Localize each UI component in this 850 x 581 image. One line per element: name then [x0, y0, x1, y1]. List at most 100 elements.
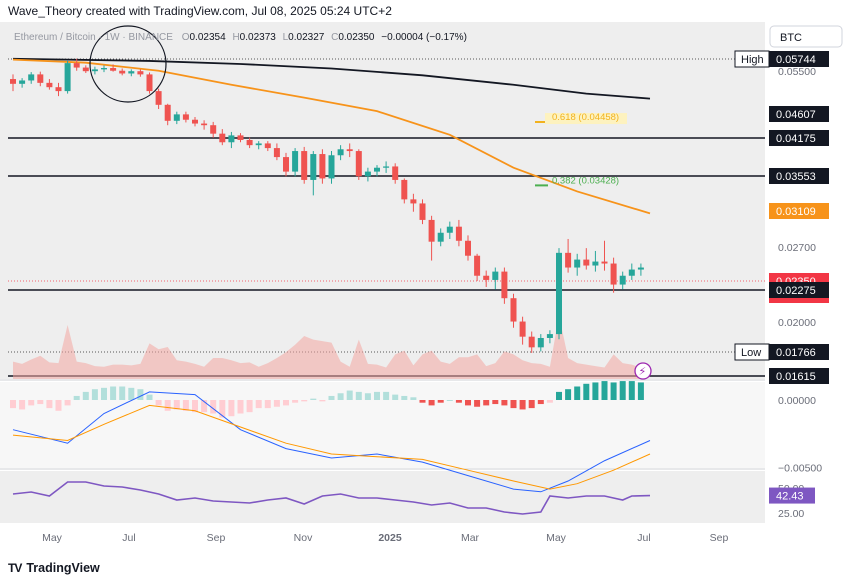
macd-histogram-bar: [455, 400, 462, 403]
candle: [374, 165, 380, 177]
candle-body: [28, 74, 35, 81]
macd-histogram-bar: [419, 400, 426, 403]
x-tick-label: 2025: [378, 532, 402, 544]
candle: [55, 82, 62, 97]
candle-body: [255, 143, 262, 146]
candle: [601, 240, 608, 271]
legend-low: 0.02327: [288, 32, 325, 43]
alert-icon[interactable]: ⚡: [634, 362, 652, 380]
candle-body: [283, 157, 289, 172]
price-label-box: [769, 106, 829, 122]
candle-body: [173, 114, 180, 121]
macd-histogram-bar: [474, 400, 481, 407]
rsi-line: [12, 481, 651, 515]
macd-histogram-bar: [219, 400, 226, 418]
x-tick-label: Sep: [710, 532, 729, 544]
candle-body: [210, 125, 217, 134]
macd-histogram-bar: [73, 395, 80, 400]
price-label-box: [769, 51, 829, 67]
macd-histogram-bar: [528, 400, 535, 409]
candle: [182, 111, 189, 123]
candle-body: [119, 70, 126, 74]
macd-histogram-bar: [501, 400, 508, 406]
candle-body: [155, 91, 162, 105]
candle: [64, 60, 71, 94]
candle: [556, 248, 562, 340]
candle-body: [64, 63, 71, 92]
price-axis[interactable]: 0.05500 0.02700 0.02000 0.05744 High 0.04607 0…: [734, 22, 850, 556]
candle-body: [574, 259, 581, 268]
x-tick-label: Jul: [122, 532, 135, 544]
macd-histogram-bar: [610, 382, 617, 400]
candle: [91, 66, 98, 75]
candle: [428, 215, 435, 261]
macd-histogram-bar: [283, 400, 289, 406]
candle: [455, 219, 462, 247]
x-tick-label: May: [546, 532, 567, 544]
chart-credit: Wave_Theory created with TradingView.com…: [8, 4, 392, 18]
macd-histogram-bar: [592, 382, 599, 400]
candle: [528, 331, 535, 353]
currency-button[interactable]: BTC: [769, 25, 843, 48]
legend-circle-annotation: [89, 25, 167, 103]
rsi-pane: [12, 481, 651, 515]
candle: [292, 148, 299, 177]
candle-body: [419, 203, 426, 220]
tradingview-icon: TV: [8, 561, 22, 575]
x-tick-label: Jul: [637, 532, 650, 544]
candle-body: [246, 139, 253, 146]
chart-area[interactable]: 0.618 (0.04458)0.382 (0.03428) 0.055000.…: [0, 22, 850, 556]
candle: [474, 253, 481, 281]
candle: [228, 131, 235, 149]
candle: [110, 64, 117, 72]
candle-body: [383, 166, 390, 168]
candle-body: [192, 119, 198, 124]
macd-histogram-bar: [619, 381, 626, 400]
price-tag-label: Low: [741, 347, 761, 359]
candles: [10, 58, 644, 353]
candle: [219, 129, 226, 146]
macd-histogram-bar: [446, 400, 453, 401]
candle-body: [301, 151, 308, 180]
price-label-box: [769, 344, 829, 360]
macd-histogram-bar: [264, 400, 271, 409]
price-tag-box: [734, 343, 770, 361]
candle-body: [73, 63, 80, 68]
macd-histogram-bar: [64, 400, 71, 406]
candle-body: [437, 232, 444, 242]
price-label-box: [769, 130, 829, 146]
candle: [155, 88, 162, 110]
candle-body: [264, 143, 271, 149]
macd-histogram-bar: [401, 395, 408, 400]
volume-area-shape: [13, 315, 641, 379]
candle: [519, 316, 526, 345]
tradingview-logo[interactable]: TV TradingView: [8, 561, 100, 575]
time-axis[interactable]: May Jul Sep Nov 2025 Mar May Jul Sep: [0, 523, 850, 556]
candle-body: [556, 252, 562, 335]
macd-histogram-bar: [428, 400, 435, 406]
macd-histogram-bar: [546, 400, 553, 403]
candle-body: [310, 154, 317, 180]
candle-body: [483, 275, 490, 280]
candle: [128, 69, 135, 77]
candle: [574, 253, 581, 276]
candle: [201, 120, 208, 130]
candle-body: [319, 154, 326, 179]
macd-histogram-bar: [201, 400, 208, 413]
price-label-value: 0.03553: [776, 171, 816, 183]
macd-histogram-bar: [228, 400, 235, 417]
macd-histogram-bar: [574, 386, 581, 400]
candle: [337, 145, 344, 161]
price-label-box: [769, 168, 829, 184]
macd-histogram-bar: [155, 400, 162, 406]
price-label-value: 0.01615: [776, 371, 816, 383]
macd-histogram-bar: [337, 393, 344, 400]
candle: [101, 65, 107, 73]
macd-histogram-bar: [556, 391, 562, 400]
time-axis-bg: [0, 523, 850, 556]
macd-tick-label: −0.00500: [778, 463, 822, 475]
candle-body: [428, 219, 435, 242]
candle-body: [37, 74, 44, 83]
candle-body: [137, 71, 144, 75]
candle: [446, 221, 453, 239]
